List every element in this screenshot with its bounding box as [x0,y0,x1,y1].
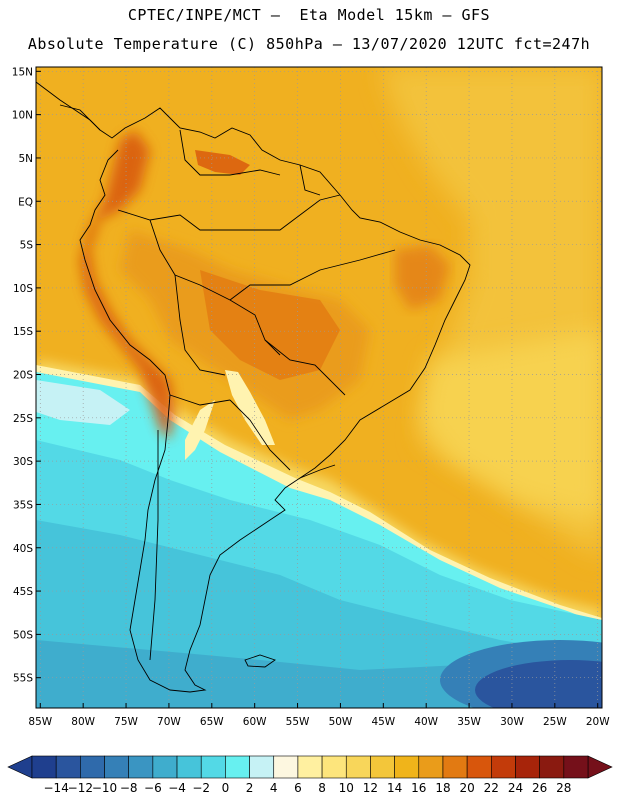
lat-tick-label: 10N [12,110,33,122]
colorbar-level-label: −14 [44,781,69,795]
colorbar-swatch [491,755,516,779]
colorbar-swatch [370,755,395,779]
lat-tick-label: 20S [13,370,33,382]
temperature-field [36,67,602,708]
lon-tick-label: 75W [114,716,138,728]
colorbar-level-label: 4 [270,781,278,795]
colorbar-swatch [418,755,444,779]
colorbar-level-label: 16 [411,781,426,795]
longitude-labels: 85W 80W 75W 70W 65W 60W 55W 50W 45W 40W 35W 30W 25W 2… [28,703,610,728]
colorbar-level-label: 6 [294,781,302,795]
colorbar-swatch [31,755,57,779]
colorbar-level-label: 12 [363,781,378,795]
lat-tick-label: 35S [13,499,33,511]
colorbar-level-label: −4 [168,781,186,795]
lat-tick-label: 15S [13,326,33,338]
colorbar-max-extend-arrow [587,755,613,779]
colorbar-swatch [515,755,540,779]
lon-tick-label: 85W [28,716,52,728]
map-frame [35,66,603,709]
lon-tick-label: 50W [329,716,353,728]
lat-tick-label: 50S [13,629,33,641]
lon-tick-label: 20W [586,716,610,728]
lon-tick-label: 35W [457,716,481,728]
colorbar-swatch [200,755,226,779]
colorbar-swatch [249,755,275,779]
colorbar-swatch [55,755,81,779]
colorbar-level-label: 14 [387,781,402,795]
lat-tick-label: 45S [13,586,33,598]
colorbar-level-label: 0 [222,781,230,795]
colorbar-swatch [152,755,178,779]
colorbar-swatch [345,755,371,779]
colorbar-level-label: 10 [339,781,354,795]
lon-tick-label: 25W [543,716,567,728]
lon-tick-label: 70W [157,716,181,728]
colorbar-level-label: 22 [484,781,499,795]
lat-tick-label: 10S [13,283,33,295]
colorbar-level-label: 26 [532,781,547,795]
colorbar-level-label: −2 [192,781,210,795]
colorbar-swatch [321,755,347,779]
colorbar-swatch [80,755,105,779]
colorbar-level-label: 8 [318,781,326,795]
colorbar-swatch [539,755,565,779]
lat-lon-grid [36,67,602,708]
colorbar-swatch [394,755,420,779]
lon-tick-label: 45W [371,716,395,728]
colorbar-level-label: 28 [556,781,571,795]
lon-tick-label: 80W [71,716,95,728]
lat-tick-label: 40S [13,543,33,555]
colorbar-min-extend-arrow [7,755,33,779]
lat-tick-label: 5N [18,153,33,165]
lon-tick-label: 40W [414,716,438,728]
colorbar-level-label: −12 [68,781,93,795]
colorbar-swatch [297,755,323,779]
colorbar-swatch [563,755,589,779]
lon-tick-label: 30W [500,716,524,728]
colorbar-level-label: 2 [246,781,254,795]
colorbar-level-label: −10 [92,781,117,795]
colorbar-swatch [176,755,202,779]
lat-tick-label: 30S [13,456,33,468]
colorbar-swatch [128,755,154,779]
colorbar-swatch [466,755,492,779]
chart-title-line1: CPTEC/INPE/MCT – Eta Model 15km – GFS [127,6,491,24]
colorbar-swatch [104,755,129,779]
coastline-south-america [36,81,471,693]
lat-tick-label: EQ [18,196,33,208]
colorbar-level-label: −8 [120,781,138,795]
lon-tick-label: 65W [200,716,224,728]
colorbar-level-label: 18 [435,781,450,795]
colorbar-level-label: 24 [508,781,523,795]
colorbar-level-label: −6 [144,781,162,795]
lat-tick-label: 25S [13,413,33,425]
lon-tick-label: 55W [286,716,310,728]
latitude-labels: 15N 10N 5N EQ 5S 10S 15S 20S 25S 30S 35S 40S 45S 50S 5… [12,66,41,685]
lon-tick-label: 60W [243,716,267,728]
chart-title-line2: Absolute Temperature (C) 850hPa – 13/07/… [27,35,591,53]
colorbar-swatch [442,755,468,779]
colorbar-swatch [225,755,250,779]
colorbar-swatch [273,755,299,779]
lat-tick-label: 5S [20,240,34,252]
colorbar: −14−12−10 −8 −6 −4 −2 0 2 4 6 8 10 12 14 16 18 20 22 24 26… [7,755,613,795]
lat-tick-label: 15N [12,66,33,78]
lat-tick-label: 55S [13,673,33,685]
colorbar-level-label: 20 [459,781,474,795]
